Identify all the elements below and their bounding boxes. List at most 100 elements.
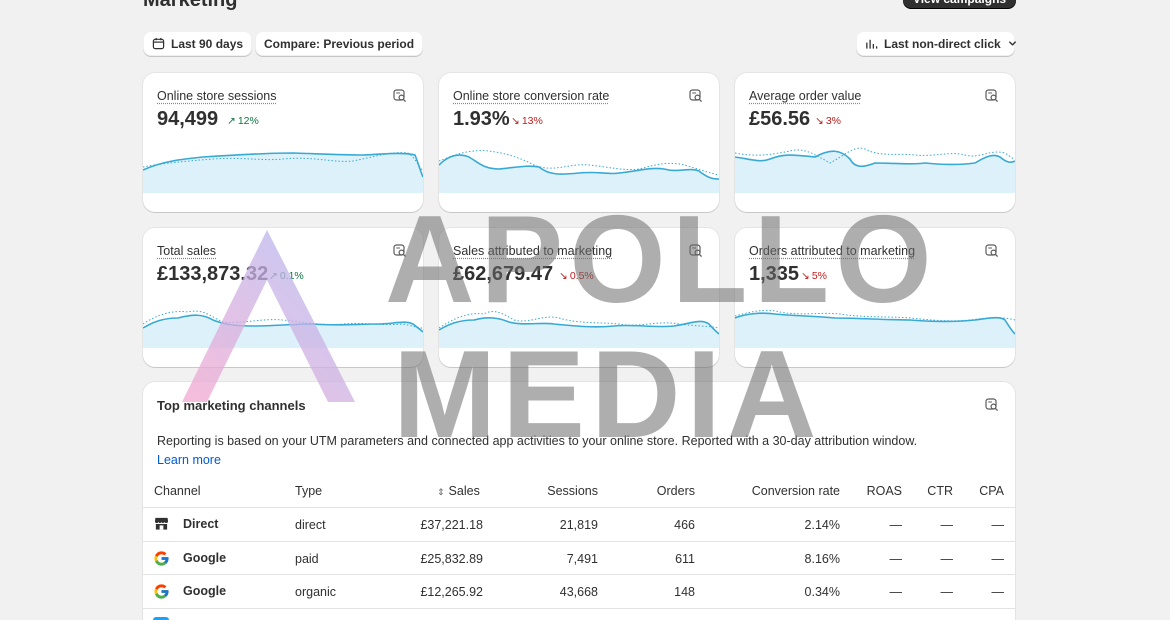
sparkline-chart: [439, 311, 719, 348]
divider: [143, 507, 1015, 508]
card-description: Reporting is based on your UTM parameter…: [157, 434, 918, 448]
explore-report-icon[interactable]: [393, 89, 407, 103]
metric-card-total-sales[interactable]: Total sales £133,873.32 ↗ 0.1%: [143, 228, 423, 367]
arrow-up-icon: ↗: [269, 270, 278, 282]
metric-delta: ↘ 13%: [511, 115, 543, 127]
channel-icon: [153, 617, 169, 620]
roas-cell: —: [889, 518, 903, 532]
channel-type: organic: [295, 585, 336, 599]
card-title: Top marketing channels: [157, 398, 306, 413]
attribution-model-label: Last non-direct click: [884, 36, 1001, 51]
sparkline-chart: [735, 147, 1015, 193]
metric-card-sales-attributed[interactable]: Sales attributed to marketing £62,679.47…: [439, 228, 719, 367]
column-header-sales[interactable]: ⇕ Sales: [437, 484, 480, 498]
sparkline-chart: [439, 150, 719, 193]
channel-name: Google: [183, 551, 227, 565]
date-range-button[interactable]: Last 90 days: [143, 31, 253, 56]
arrow-down-icon: ↘: [511, 115, 520, 127]
sessions-cell: 21,819: [559, 518, 598, 532]
conversion-cell: 8.16%: [804, 552, 840, 566]
ctr-cell: —: [940, 552, 954, 566]
explore-report-icon[interactable]: [689, 89, 703, 103]
channel-name: Google: [183, 584, 227, 598]
column-header-orders[interactable]: Orders: [656, 484, 695, 498]
metric-value: 94,499: [157, 108, 219, 130]
metric-delta: ↗ 12%: [227, 115, 259, 127]
conversion-cell: 2.14%: [804, 518, 840, 532]
metric-delta: ↘ 0.5%: [559, 270, 594, 282]
metric-card-orders-attributed[interactable]: Orders attributed to marketing 1,335 ↘ 5%: [735, 228, 1015, 367]
column-header-sessions[interactable]: Sessions: [547, 484, 598, 498]
explore-report-icon[interactable]: [985, 398, 999, 412]
cpa-cell: —: [991, 518, 1005, 532]
roas-cell: —: [889, 585, 903, 599]
channel-type: paid: [295, 552, 319, 566]
metric-value: 1.93%: [453, 108, 510, 130]
ctr-cell: —: [940, 585, 954, 599]
metric-value: £56.56: [749, 108, 811, 130]
column-header-cpa[interactable]: CPA: [979, 484, 1004, 498]
ctr-cell: —: [940, 518, 954, 532]
compare-button[interactable]: Compare: Previous period: [255, 31, 424, 56]
sparkline-chart: [143, 310, 423, 348]
sales-cell: £25,832.89: [420, 552, 483, 566]
google-icon: [154, 551, 169, 566]
metric-label: Sales attributed to marketing: [453, 244, 613, 258]
divider: [143, 574, 1015, 575]
explore-report-icon[interactable]: [985, 89, 999, 103]
arrow-down-icon: ↘: [801, 270, 810, 282]
sort-icon: ⇕: [437, 487, 445, 497]
channel-type: direct: [295, 518, 326, 532]
top-marketing-channels-card: Top marketing channels Reporting is base…: [143, 382, 1015, 620]
metric-value: 1,335: [749, 263, 800, 285]
explore-report-icon[interactable]: [393, 244, 407, 258]
metric-card-sessions[interactable]: Online store sessions 94,499 ↗ 12%: [143, 73, 423, 212]
sales-cell: £37,221.18: [420, 518, 483, 532]
page-title: Marketing: [143, 0, 238, 11]
cpa-cell: —: [991, 552, 1005, 566]
arrow-up-icon: ↗: [227, 115, 236, 127]
date-range-label: Last 90 days: [171, 36, 244, 51]
divider: [143, 608, 1015, 609]
sessions-cell: 7,491: [566, 552, 598, 566]
sparkline-chart: [143, 152, 423, 193]
sales-cell: £12,265.92: [420, 585, 483, 599]
column-header-roas[interactable]: ROAS: [866, 484, 902, 498]
metric-label: Online store sessions: [157, 89, 277, 103]
conversion-cell: 0.34%: [804, 585, 840, 599]
metric-delta: ↘ 5%: [801, 270, 827, 282]
google-icon: [154, 584, 169, 599]
divider: [143, 541, 1015, 542]
arrow-down-icon: ↘: [815, 115, 824, 127]
arrow-down-icon: ↘: [559, 270, 568, 282]
column-header-type[interactable]: Type: [295, 484, 323, 498]
metric-card-conversion-rate[interactable]: Online store conversion rate 1.93% ↘ 13%: [439, 73, 719, 212]
chevron-down-icon: [1008, 41, 1016, 46]
compare-label: Compare: Previous period: [264, 36, 415, 51]
sparkline-chart: [735, 309, 1015, 348]
store-icon: [154, 517, 169, 530]
metric-card-average-order-value[interactable]: Average order value £56.56 ↘ 3%: [735, 73, 1015, 212]
metric-label: Total sales: [157, 244, 217, 258]
sessions-cell: 43,668: [559, 585, 598, 599]
cpa-cell: —: [991, 585, 1005, 599]
metric-delta: ↗ 0.1%: [269, 270, 304, 282]
view-campaigns-button[interactable]: View campaigns: [903, 0, 1016, 8]
orders-cell: 466: [674, 518, 695, 532]
metric-value: £62,679.47: [453, 263, 554, 285]
column-header-channel[interactable]: Channel: [154, 484, 201, 498]
orders-cell: 148: [674, 585, 695, 599]
channel-name: Direct: [183, 517, 219, 531]
column-header-ctr[interactable]: CTR: [927, 484, 953, 498]
explore-report-icon[interactable]: [689, 244, 703, 258]
attribution-model-button[interactable]: Last non-direct click: [856, 31, 1016, 56]
metric-delta: ↘ 3%: [815, 115, 841, 127]
explore-report-icon[interactable]: [985, 244, 999, 258]
metric-label: Online store conversion rate: [453, 89, 610, 103]
roas-cell: —: [889, 552, 903, 566]
bar-chart-icon: [866, 39, 878, 49]
metric-label: Average order value: [749, 89, 862, 103]
column-header-conversion-rate[interactable]: Conversion rate: [751, 484, 840, 498]
metric-value: £133,873.32: [157, 263, 269, 285]
learn-more-link[interactable]: Learn more: [157, 453, 221, 467]
